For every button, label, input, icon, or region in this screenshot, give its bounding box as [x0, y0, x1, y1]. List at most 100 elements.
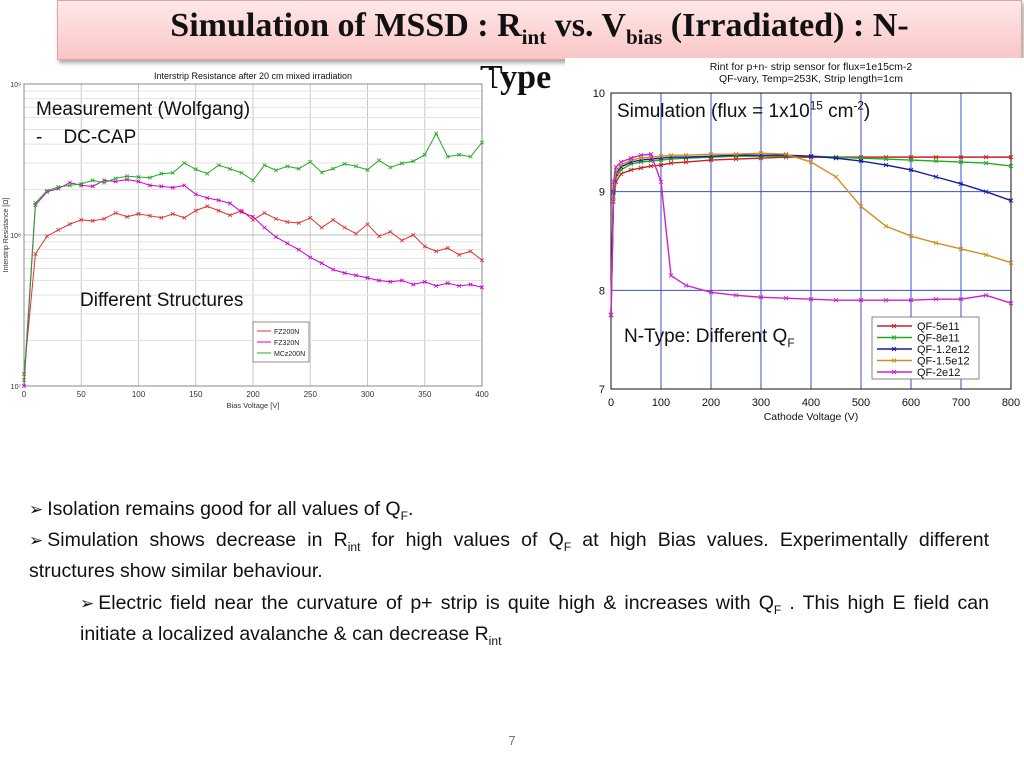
data-point — [102, 216, 107, 221]
x-tick-label: 200 — [702, 397, 720, 409]
x-tick-label: 800 — [1002, 397, 1020, 409]
data-point — [388, 165, 393, 170]
data-point — [124, 174, 130, 179]
data-point — [56, 184, 61, 190]
data-point — [33, 200, 38, 206]
data-point — [628, 167, 634, 173]
data-point — [376, 278, 382, 283]
data-point — [365, 167, 370, 172]
y-tick-label: 7 — [599, 384, 605, 396]
data-point — [136, 179, 141, 184]
data-point — [273, 234, 278, 240]
data-point — [908, 157, 914, 163]
data-point — [683, 152, 689, 158]
data-point — [883, 297, 889, 303]
data-point — [147, 183, 153, 188]
data-point — [658, 179, 664, 185]
data-point — [296, 247, 301, 252]
data-point — [79, 181, 84, 186]
data-point — [733, 151, 739, 157]
data-point — [331, 166, 336, 171]
data-point — [908, 233, 914, 239]
data-point — [958, 159, 964, 165]
data-point — [388, 229, 393, 234]
data-point — [353, 273, 359, 278]
x-tick-label: 300 — [752, 397, 770, 409]
legend-box — [871, 316, 980, 380]
data-point — [683, 159, 689, 165]
data-point — [228, 213, 233, 218]
simulation-label: Simulation (flux = 1x1015 cm-2) — [617, 99, 871, 122]
data-point — [273, 216, 278, 221]
data-point — [193, 192, 198, 197]
data-point — [205, 204, 210, 209]
data-point — [331, 267, 336, 272]
y-tick-label: 8 — [599, 285, 605, 297]
data-point — [285, 164, 290, 169]
y-axis-label: Interstrip Resistance [Ω] — [3, 198, 10, 273]
legend-label: QF-1.2e12 — [917, 344, 970, 356]
x-tick-label: 150 — [189, 390, 203, 399]
measurement-title: Measurement (Wolfgang) — [36, 99, 251, 120]
data-point — [250, 178, 256, 183]
data-point — [613, 164, 619, 170]
data-point — [933, 174, 939, 180]
data-point — [216, 198, 221, 203]
data-point — [239, 208, 244, 213]
data-point — [658, 162, 664, 168]
data-point — [193, 167, 198, 172]
measurement-chart-title: Interstrip Resistance after 20 cm mixed … — [154, 71, 352, 81]
data-point — [933, 154, 939, 160]
data-point — [983, 160, 989, 166]
data-point — [170, 211, 175, 216]
legend-label: QF-2e12 — [917, 367, 960, 379]
data-point — [170, 185, 175, 190]
data-point — [611, 179, 616, 185]
x-axis-label: Bias Voltage [V] — [227, 401, 280, 410]
data-point — [1008, 300, 1014, 306]
data-point — [182, 183, 187, 188]
x-tick-label: 300 — [361, 390, 375, 399]
data-point — [296, 220, 301, 226]
data-point — [808, 159, 814, 165]
data-point — [1008, 154, 1014, 160]
data-point — [44, 188, 49, 193]
data-point — [908, 297, 914, 303]
data-point — [1008, 163, 1014, 169]
data-point — [479, 140, 485, 145]
data-point — [21, 377, 27, 382]
data-point — [983, 154, 989, 160]
data-point — [783, 151, 789, 157]
data-point — [376, 234, 382, 239]
data-point — [883, 156, 889, 162]
data-point — [958, 246, 964, 252]
data-point — [67, 222, 72, 227]
data-point — [833, 174, 839, 180]
data-point — [468, 282, 473, 287]
legend-label: MCz200N — [274, 351, 305, 358]
data-point — [808, 153, 814, 159]
data-point — [411, 232, 416, 238]
x-tick-label: 700 — [952, 397, 970, 409]
data-point — [683, 283, 689, 288]
data-point — [708, 289, 714, 295]
measurement-chart-svg: Interstrip Resistance after 20 cm mixed … — [3, 71, 489, 410]
data-point — [136, 211, 141, 216]
data-point — [228, 201, 233, 206]
slide-title: Simulation of MSSD : Rint vs. Vbias (Irr… — [170, 7, 909, 49]
data-point — [376, 158, 382, 163]
data-point — [445, 154, 450, 159]
data-point — [216, 163, 221, 168]
data-point — [783, 295, 789, 301]
data-point — [296, 166, 301, 171]
data-point — [147, 213, 153, 218]
data-point — [342, 270, 347, 276]
data-point — [648, 163, 654, 169]
structures-label: Different Structures — [80, 290, 244, 311]
data-point — [445, 245, 450, 251]
data-point — [648, 151, 654, 157]
data-point — [933, 296, 939, 302]
data-point — [228, 166, 233, 171]
data-point — [411, 282, 416, 287]
data-point — [124, 214, 130, 219]
